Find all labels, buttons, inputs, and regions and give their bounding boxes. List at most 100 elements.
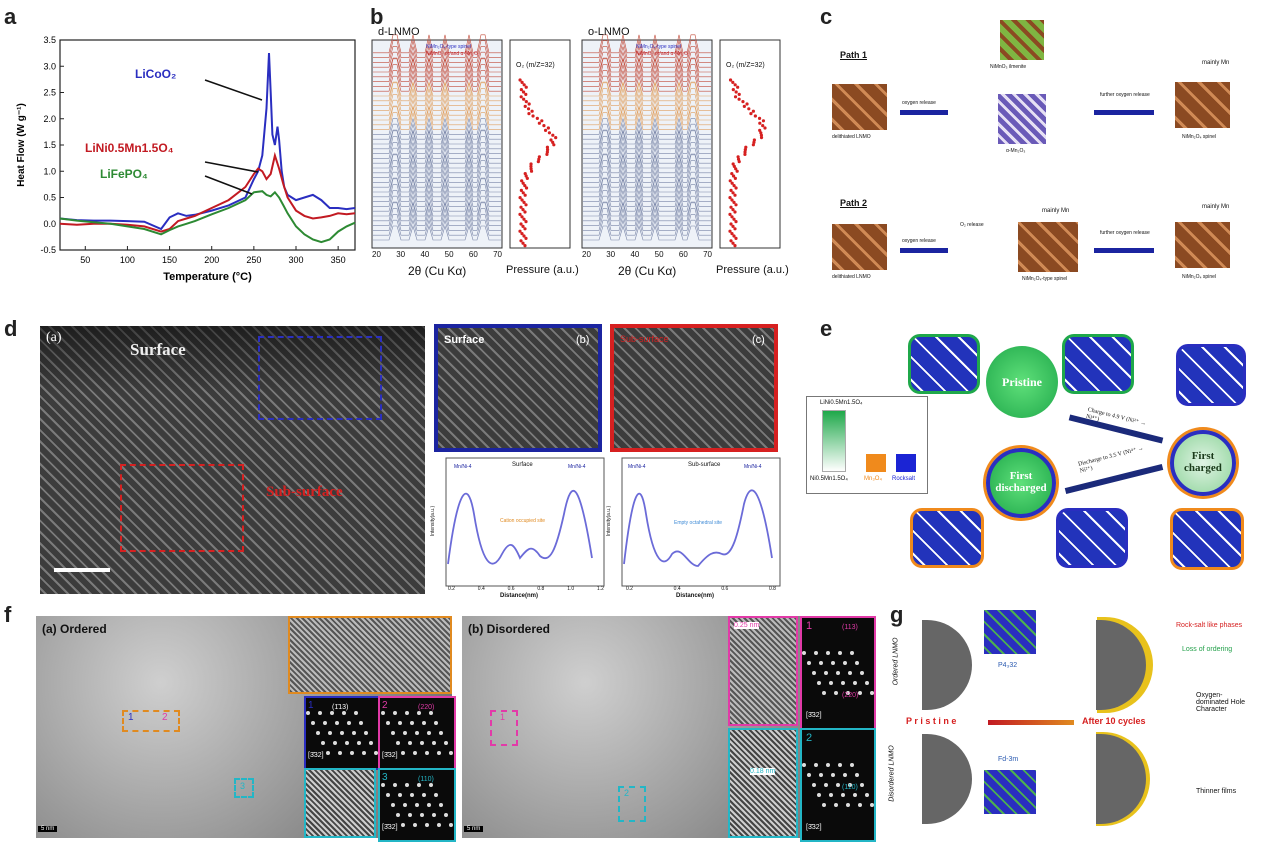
gas-point [529, 162, 533, 166]
gas-point [747, 107, 751, 111]
gas-point [758, 128, 762, 132]
fft-spot [422, 721, 426, 725]
charged-lattice-top [1176, 344, 1246, 406]
fft-spot [831, 661, 835, 665]
y-tick-label: 1.0 [43, 166, 56, 176]
xrd-pattern [373, 56, 501, 73]
fft-spot [321, 741, 325, 745]
gas-point [751, 143, 755, 147]
gas-point [731, 80, 735, 84]
surface-zoom-label: (b) [576, 334, 590, 346]
fft-spot [374, 751, 378, 755]
profile-left-xticks: 0.2 0.4 0.6 0.8 1.0 1.2 [448, 586, 604, 592]
gas-point [733, 244, 737, 248]
fft-spot [422, 793, 426, 797]
ordered-pristine-particle [922, 620, 972, 710]
xrd-tick-label: 40 [630, 250, 640, 259]
xrd-pattern [373, 190, 501, 207]
gas-point [546, 126, 550, 130]
gas-point [752, 140, 756, 144]
x-tick-label: 300 [288, 255, 303, 265]
gas-point [759, 133, 764, 137]
fft-spot [855, 773, 859, 777]
gas-point [518, 196, 522, 200]
gas-point [520, 232, 524, 236]
fft-spot [812, 783, 816, 787]
surface-zoom-frame [434, 324, 602, 452]
gas-point [522, 200, 526, 204]
fft-spot [437, 823, 441, 827]
gas-point [524, 100, 528, 104]
arrow-4 [1094, 248, 1154, 253]
gas-point [729, 188, 733, 192]
panel-label-c: c [820, 4, 833, 29]
charged-lattice-bottom [1170, 508, 1244, 570]
arrow-2 [1094, 110, 1154, 115]
gas-point [749, 112, 753, 116]
profile-left-anno: Cation occupied site [500, 518, 546, 524]
fft-spot [853, 681, 857, 685]
fft-spot [347, 721, 351, 725]
xrd-pattern [583, 82, 711, 102]
gas-point [554, 136, 558, 140]
disordered-inset-2 [728, 728, 798, 838]
fftb1-zone: [3̄32] [806, 712, 822, 719]
xrd-pattern [583, 99, 711, 116]
x-tick-label: 150 [162, 255, 177, 265]
subsurface-zoom-frame [610, 324, 778, 452]
gas-point [757, 116, 762, 120]
profile-tick-label: 0.6 [507, 586, 515, 592]
xrd-pattern [583, 106, 711, 126]
profile-left-peak-2: Mn/Ni-4 [568, 464, 586, 470]
xlabel-right: 2θ (Cu Kα) [618, 264, 677, 278]
xrd-pattern [583, 154, 711, 174]
pressure-label-left: Pressure (a.u.) [506, 264, 579, 276]
gas-point [729, 239, 733, 243]
discharged-lattice-right [1056, 508, 1128, 568]
fft-spot [391, 803, 395, 807]
xrd-tick-label: 40 [420, 250, 430, 259]
gas-point [521, 191, 525, 195]
xrd-pattern [373, 202, 501, 222]
gas-point [734, 236, 738, 240]
xrd-pattern [373, 166, 501, 183]
xrd-pattern [583, 178, 711, 198]
gas-point [733, 193, 737, 197]
fft-spot [401, 751, 405, 755]
fft-b2 [800, 728, 876, 842]
xrd-pattern [373, 112, 501, 130]
panel-label-g: g [890, 602, 904, 627]
fft-spot [850, 651, 854, 655]
xrd-pattern [373, 46, 501, 63]
panel-label-e: e [820, 316, 833, 341]
fft-spot [340, 731, 344, 735]
gas-point [536, 160, 540, 164]
xrd-tick-label: 30 [606, 250, 616, 259]
gas-point [741, 100, 745, 104]
gas-point [728, 212, 732, 216]
fft-spot [362, 751, 366, 755]
xrd-pattern [373, 130, 501, 150]
fd3m-label: Fd-3m [998, 756, 1019, 763]
fft-spot [848, 783, 852, 787]
d-spacing-2: 0.18 nm [750, 768, 776, 775]
annotation-2: LiFePO₄ [100, 167, 148, 181]
gas-point [731, 224, 735, 228]
gas-point [535, 116, 539, 120]
xrd-pattern [373, 214, 501, 231]
profile-tick-label: 0.8 [537, 586, 545, 592]
panel-label-a: a [4, 4, 17, 29]
delithiated-crystal-1 [832, 84, 887, 130]
ordered-axis-label: Ordered LNMO [892, 637, 900, 686]
subsurface-zoom-title: Sub-surface [620, 334, 669, 344]
profile-tick-label: 0.4 [673, 586, 681, 592]
xrd-pattern [583, 166, 711, 183]
y-tick-label: 3.5 [43, 35, 56, 45]
fft-spot [420, 741, 424, 745]
xrd-tick-label: 50 [444, 250, 454, 259]
gas-point [542, 124, 546, 128]
gas-point [520, 179, 524, 183]
surface-region-box [258, 336, 382, 420]
xrd-pattern [373, 178, 501, 198]
fft2-hkl: (220) [418, 704, 435, 711]
